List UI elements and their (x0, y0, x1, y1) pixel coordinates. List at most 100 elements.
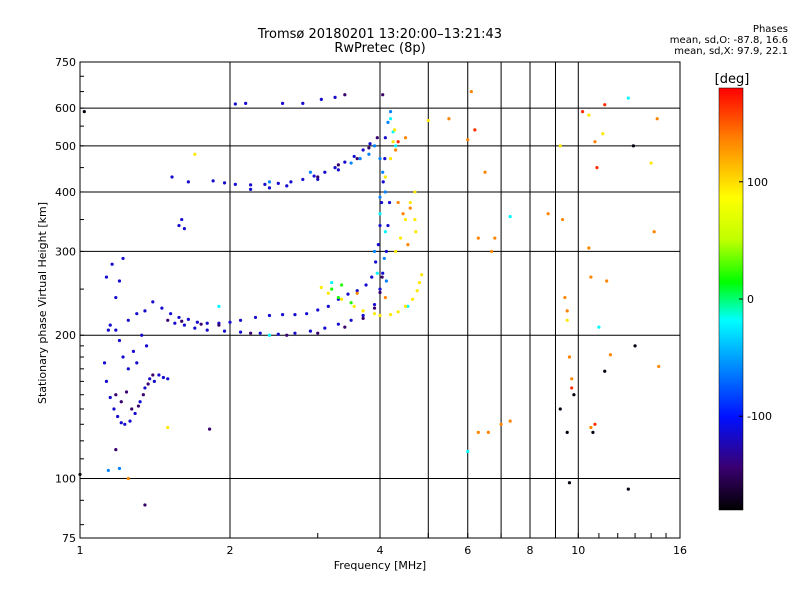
data-point (117, 338, 122, 343)
data-point (605, 279, 609, 283)
data-point (211, 179, 215, 183)
data-point (372, 302, 377, 307)
data-point (207, 427, 212, 431)
data-point (114, 328, 118, 332)
data-point (383, 295, 387, 300)
data-point (126, 318, 130, 322)
data-point (355, 291, 359, 295)
data-point (603, 369, 607, 373)
colorbar-tick-label: -100 (747, 410, 772, 423)
data-point (336, 168, 340, 172)
data-point (403, 217, 408, 222)
data-point (312, 174, 316, 178)
data-point (133, 411, 137, 416)
data-point (388, 157, 393, 161)
data-point (466, 449, 470, 454)
data-point (308, 329, 313, 333)
data-point (380, 275, 384, 279)
data-point (112, 407, 116, 411)
data-point (135, 312, 139, 316)
data-point (336, 163, 340, 167)
x-tick-label: 2 (227, 544, 234, 557)
data-point (355, 289, 359, 293)
data-point (104, 275, 109, 279)
data-point (285, 184, 289, 188)
data-point (563, 295, 567, 300)
data-point (233, 102, 237, 106)
data-point (333, 95, 337, 99)
y-tick-label: 200 (55, 329, 76, 342)
data-point (280, 312, 285, 317)
data-point (138, 400, 142, 404)
x-tick-label: 4 (377, 544, 384, 557)
data-point (152, 379, 156, 383)
data-point (316, 308, 320, 312)
data-point (394, 249, 398, 254)
data-point (123, 422, 127, 426)
data-point (493, 236, 497, 240)
data-point (367, 146, 371, 150)
data-point (368, 142, 372, 146)
colorbar-tick-label: 0 (747, 293, 754, 306)
data-point (381, 271, 385, 275)
data-point (597, 325, 601, 329)
data-point (182, 323, 186, 327)
y-tick-label: 600 (55, 102, 76, 115)
y-tick-label: 100 (55, 473, 76, 486)
data-point (383, 190, 387, 194)
data-point (343, 325, 347, 329)
data-point (144, 344, 149, 348)
data-point (580, 110, 585, 114)
data-point (355, 157, 359, 161)
data-point (508, 215, 512, 219)
data-point (146, 382, 150, 386)
data-point (378, 287, 382, 291)
data-point (169, 312, 173, 316)
data-point (161, 375, 165, 380)
data-point (186, 317, 190, 321)
data-point (267, 313, 272, 318)
data-point (417, 280, 422, 285)
chart-title: Tromsø 20180201 13:20:00–13:21:43 (257, 27, 503, 42)
data-point (233, 182, 237, 186)
y-tick-label: 300 (55, 245, 76, 258)
data-point (340, 283, 344, 287)
data-point (378, 290, 382, 295)
data-point (383, 136, 387, 140)
data-point (426, 118, 430, 123)
data-point (180, 319, 184, 323)
data-point (126, 476, 130, 481)
data-point (170, 175, 174, 179)
data-point (249, 187, 253, 191)
data-point (108, 395, 112, 400)
data-point (193, 326, 197, 330)
data-point (228, 320, 232, 324)
stats-line-o: mean, sd,O: -87.8, 16.6 (669, 35, 788, 46)
data-point (499, 422, 503, 426)
data-point (143, 309, 147, 313)
data-point (130, 407, 134, 411)
data-point (258, 331, 262, 335)
data-point (415, 289, 419, 293)
data-point (319, 285, 323, 290)
data-point (476, 430, 480, 434)
data-point (381, 180, 385, 184)
data-point (117, 279, 122, 283)
data-point (141, 393, 145, 397)
data-point (249, 331, 253, 335)
data-point (381, 93, 385, 97)
data-point (143, 386, 147, 390)
data-point (166, 425, 170, 430)
data-point (110, 262, 114, 266)
data-point (217, 323, 221, 327)
data-point (403, 136, 408, 140)
data-point (376, 243, 380, 247)
stats-heading: Phases (752, 24, 788, 35)
data-point (546, 212, 550, 216)
data-point (567, 355, 572, 359)
data-point (410, 297, 415, 301)
data-point (346, 292, 350, 296)
data-point (180, 217, 184, 222)
data-point (565, 309, 569, 313)
